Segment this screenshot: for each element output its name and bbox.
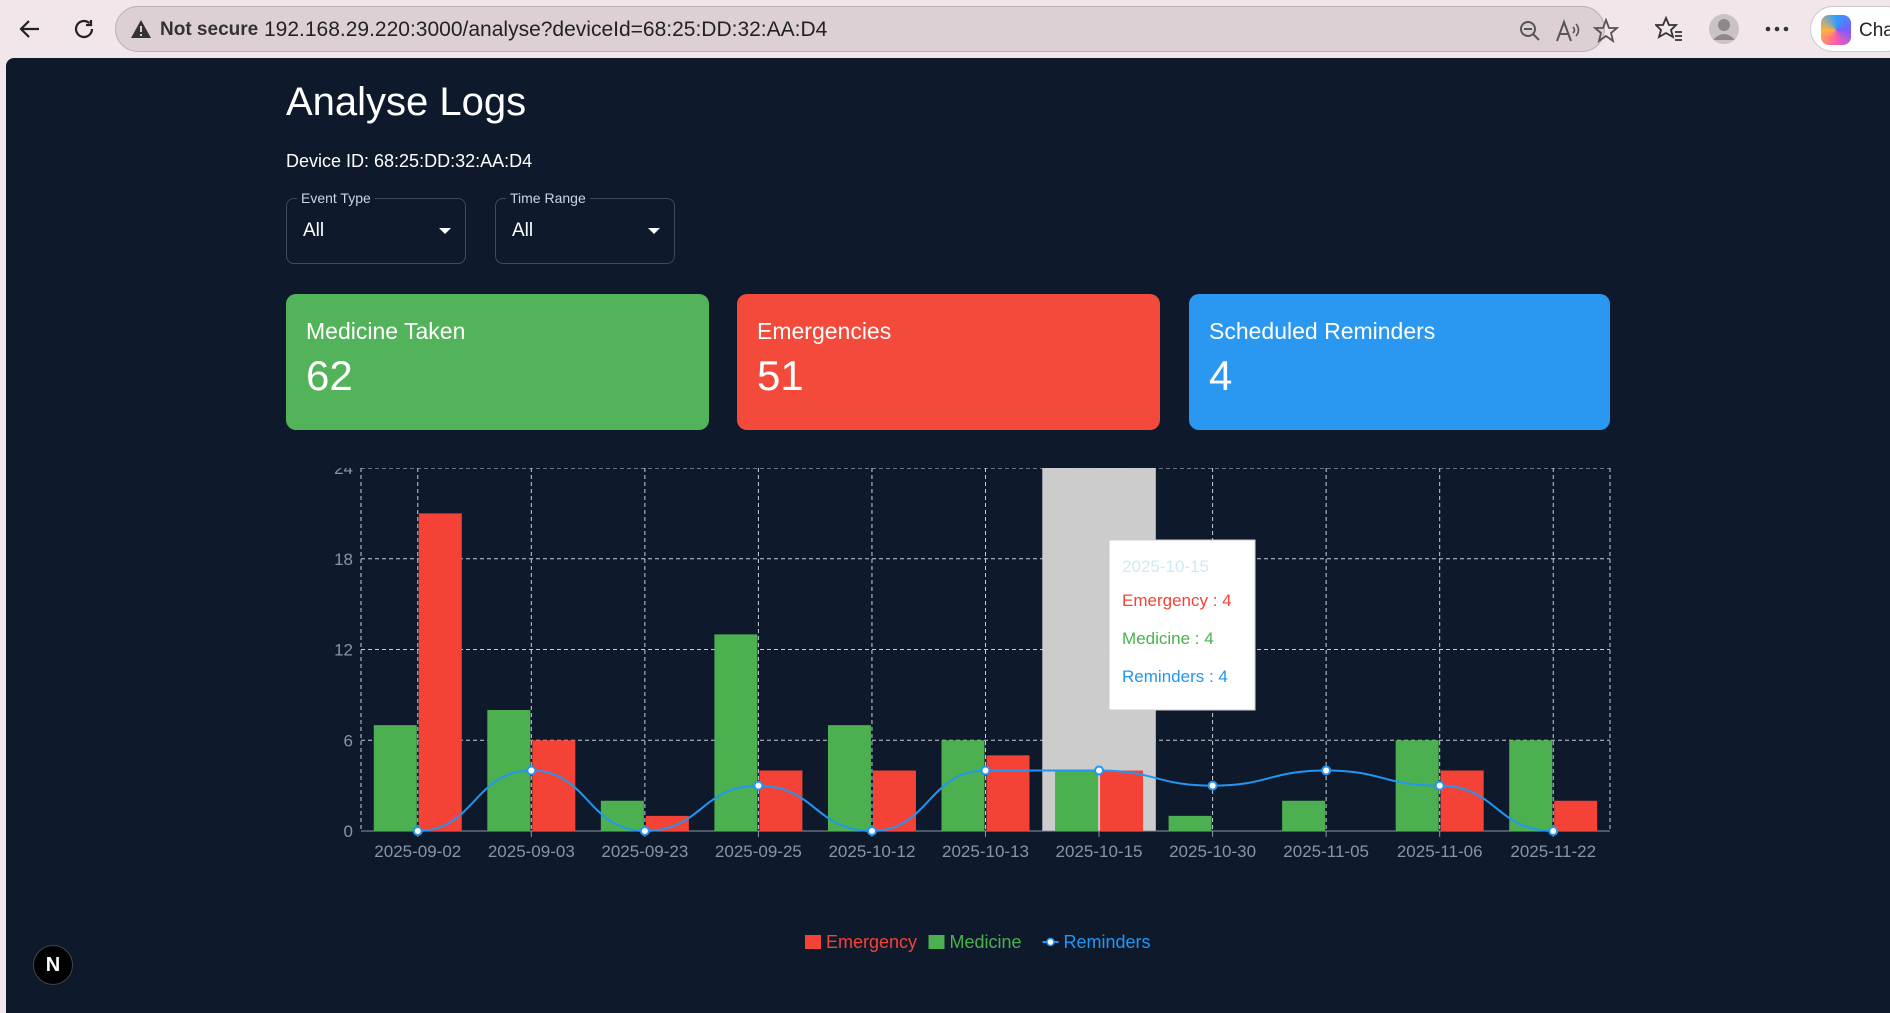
app-content: Analyse Logs Device ID: 68:25:DD:32:AA:D… [6,58,1890,1013]
legend-label: Medicine [950,932,1022,952]
y-tick-label: 12 [334,641,353,660]
x-tick-label: 2025-11-22 [1510,842,1596,861]
not-secure-label[interactable]: Not secure [160,19,259,40]
warning-icon [130,18,152,40]
event-type-label: Event Type [297,190,375,206]
tooltip-line: Emergency : 4 [1122,591,1232,610]
emergency-bar [872,770,916,831]
x-tick-label: 2025-09-23 [601,842,688,861]
reminders-point [866,826,877,836]
x-tick-label: 2025-11-06 [1397,842,1483,861]
device-id-label: Device ID: 68:25:DD:32:AA:D4 [286,151,533,171]
medicine-bar [714,634,758,831]
medicine-bar [1282,800,1326,831]
page-title: Analyse Logs [286,80,527,124]
reminders-point [1321,765,1332,776]
emergency-bar [1440,770,1484,831]
copilot-label: Cha [1859,20,1890,41]
legend-swatch [928,935,945,949]
browser-toolbar: Not secure 192.168.29.220:3000/analyse?d… [0,0,1890,58]
card-title: Emergencies [757,318,892,344]
url-text[interactable]: 192.168.29.220:3000/analyse?deviceId=68:… [264,18,828,41]
medicine-bar [1509,740,1553,831]
dropdown-arrow-icon [439,228,451,234]
x-tick-label: 2025-10-15 [1056,842,1143,861]
reminders-line [417,769,1554,833]
reminders-point [1434,780,1445,791]
emergency-bar [418,513,462,831]
more-menu-icon[interactable] [1760,12,1794,46]
reminders-point [1207,780,1218,791]
address-bar[interactable]: Not secure 192.168.29.220:3000/analyse?d… [115,6,1619,52]
legend-line-swatch [1046,937,1055,947]
emergencies-card: Emergencies 51 [737,294,1160,430]
x-tick-label: 2025-10-12 [828,842,915,861]
card-value: 51 [757,352,804,399]
reminders-point [526,765,537,776]
favorite-star-icon[interactable] [1592,17,1620,45]
reminders-point [412,826,423,836]
copilot-icon [1821,15,1851,45]
scheduled-reminders-card: Scheduled Reminders 4 [1189,294,1610,430]
card-title: Scheduled Reminders [1209,318,1436,344]
reminders-point [1548,826,1559,836]
y-tick-label: 24 [334,468,353,478]
x-tick-label: 2025-10-13 [942,842,1029,861]
tooltip-box [1108,539,1256,711]
y-tick-label: 6 [344,731,353,750]
profile-avatar-icon[interactable] [1707,12,1741,46]
x-tick-label: 2025-10-30 [1169,842,1256,861]
y-tick-label: 0 [344,822,353,841]
medicine-bar [1055,770,1099,831]
legend-label: Emergency [826,932,917,952]
dropdown-arrow-icon [648,228,660,234]
medicine-bar [827,725,871,831]
time-range-label: Time Range [506,190,590,206]
legend-swatch [805,935,821,949]
events-chart: 0 6 12 18 24 2025-09-02 2025-09-03 2025-09-23 20… [334,468,1611,952]
x-tick-label: 2025-09-02 [374,842,461,861]
medicine-bar [941,740,985,831]
tooltip-line: Medicine : 4 [1122,629,1214,648]
x-tick-label: 2025-11-05 [1283,842,1369,861]
event-type-value: All [303,220,325,241]
medicine-bar [1168,815,1212,831]
emergency-bar [532,740,576,831]
card-value: 62 [306,352,353,399]
x-tick-label: 2025-09-25 [715,842,802,861]
reminders-point [639,826,650,836]
card-value: 4 [1209,352,1233,399]
reminders-point [980,765,991,776]
reminders-point [753,780,764,791]
tooltip-title: 2025-10-15 [1122,557,1209,576]
emergency-bar [986,755,1030,831]
emergency-bar [1100,770,1144,831]
refresh-icon[interactable] [66,11,102,47]
favorites-icon[interactable] [1652,12,1686,46]
medicine-bar [373,725,417,831]
medicine-bar [600,800,644,831]
event-type-select[interactable]: Event Type All [286,190,466,264]
medicine-taken-card: Medicine Taken 62 [286,294,709,430]
reminders-point [1094,765,1105,776]
emergency-bar [645,815,689,831]
back-arrow-icon[interactable] [12,11,48,47]
nextjs-badge[interactable]: N [33,945,73,985]
emergency-bar [759,770,803,831]
tooltip-line: Reminders : 4 [1122,667,1228,686]
zoom-out-icon[interactable] [1516,17,1544,45]
read-aloud-icon[interactable] [1554,17,1582,45]
legend-label: Reminders [1064,932,1151,952]
y-tick-label: 18 [334,550,353,569]
card-title: Medicine Taken [306,318,466,344]
time-range-value: All [512,220,534,241]
emergency-bar [1554,800,1598,831]
time-range-select[interactable]: Time Range All [495,190,675,264]
x-tick-label: 2025-09-03 [488,842,575,861]
copilot-button[interactable]: Cha [1810,6,1890,52]
